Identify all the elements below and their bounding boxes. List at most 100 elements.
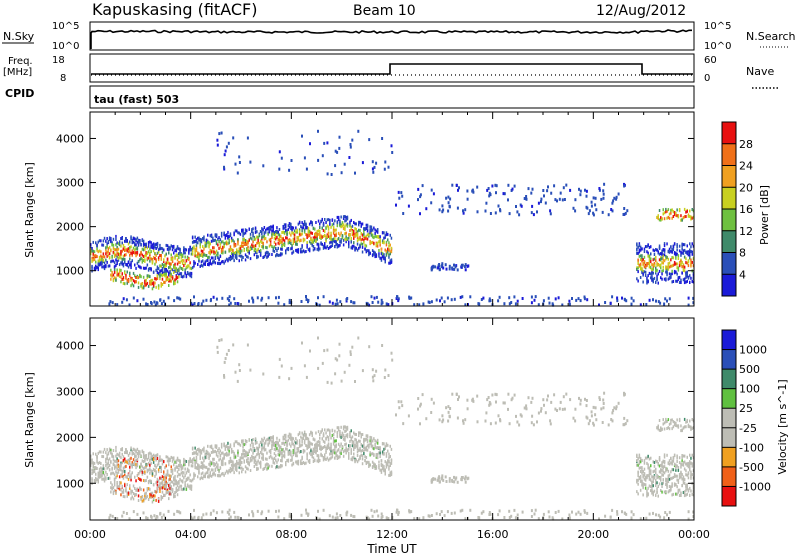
velocity-cell <box>150 479 152 483</box>
power-cell <box>137 238 140 242</box>
power-cell <box>227 236 229 240</box>
power-cell <box>287 224 290 228</box>
power-cell <box>136 240 139 244</box>
power-cell <box>371 233 374 237</box>
power-cell <box>334 149 337 153</box>
power-cell <box>330 245 332 248</box>
power-cell <box>199 239 201 243</box>
velocity-cell <box>390 461 393 465</box>
power-cell <box>590 204 593 208</box>
power-cell <box>380 252 383 256</box>
velocity-cell <box>170 455 172 459</box>
power-cell <box>508 212 511 216</box>
power-cell <box>283 231 286 234</box>
velocity-cell <box>307 445 310 449</box>
power-cell <box>121 260 123 264</box>
power-cell <box>331 238 334 242</box>
power-cell <box>574 209 577 213</box>
power-cell <box>183 259 185 263</box>
velocity-cell <box>116 460 118 463</box>
velocity-cell <box>181 474 184 478</box>
power-cell <box>134 263 136 267</box>
power-cell <box>259 239 262 243</box>
power-cell <box>116 248 118 252</box>
nsky-left-tick-top: 10^5 <box>52 21 79 32</box>
power-cell <box>165 278 167 282</box>
velocity-cell <box>288 442 291 446</box>
velocity-cell <box>269 454 272 458</box>
velocity-cell <box>369 435 371 439</box>
power-cell <box>681 244 683 248</box>
velocity-cell <box>189 460 191 464</box>
power-cell <box>120 275 122 279</box>
power-cell <box>683 207 686 211</box>
power-cell <box>369 231 371 235</box>
velocity-cell <box>229 443 232 447</box>
power-cell <box>291 251 293 255</box>
velocity-cell <box>387 459 389 463</box>
velocity-cell <box>663 465 666 469</box>
power-cell <box>656 261 658 265</box>
velocity-cell <box>125 460 127 464</box>
velocity-cell <box>93 478 96 482</box>
velocity-cell <box>658 456 661 459</box>
power-cell <box>200 249 203 253</box>
power-cell <box>189 248 191 252</box>
velocity-cell <box>300 435 302 439</box>
velocity-cell <box>254 455 257 459</box>
power-cell <box>189 271 191 275</box>
velocity-cell <box>358 431 360 435</box>
power-cell <box>345 238 347 242</box>
power-cell <box>307 300 309 304</box>
power-cell <box>677 215 680 219</box>
power-cell <box>659 301 662 305</box>
velocity-cell <box>117 470 120 474</box>
power-cell <box>219 262 222 266</box>
power-cell <box>268 230 271 234</box>
velocity-cell <box>267 443 269 447</box>
power-cell <box>376 244 379 248</box>
power-cell <box>269 226 272 230</box>
power-cell <box>508 302 511 306</box>
velocity-cell <box>117 485 120 489</box>
power-cell <box>112 273 115 277</box>
velocity-cell <box>286 444 288 447</box>
power-cell <box>281 231 283 234</box>
power-cell <box>268 244 271 248</box>
power-cell <box>476 185 479 189</box>
power-cell <box>656 216 658 219</box>
velocity-cell <box>370 440 373 444</box>
power-cell <box>653 264 656 268</box>
power-cell <box>302 237 305 241</box>
power-cell <box>181 258 184 262</box>
velocity-cell <box>295 454 297 457</box>
velocity-cell <box>111 486 113 490</box>
power-cell <box>249 232 252 236</box>
power-cell <box>277 232 279 236</box>
power-cell <box>335 232 337 236</box>
power-cell <box>301 232 303 236</box>
velocity-cell <box>142 479 145 482</box>
velocity-cell <box>97 480 99 484</box>
power-cell <box>639 248 642 252</box>
velocity-cell <box>671 468 673 472</box>
power-cell <box>155 301 158 305</box>
power-cell <box>378 240 380 244</box>
velocity-cell <box>636 478 638 482</box>
velocity-cell <box>275 444 277 447</box>
power-cell <box>361 233 364 237</box>
velocity-cell <box>223 456 225 460</box>
velocity-cell <box>387 449 389 453</box>
velocity-cell <box>152 458 155 462</box>
velocity-cell <box>193 474 195 478</box>
power-cell <box>242 241 244 245</box>
power-cell <box>218 236 220 240</box>
power-cell <box>642 272 644 276</box>
velocity-cell <box>126 450 128 454</box>
velocity-cell <box>383 452 385 456</box>
power-cell <box>655 266 657 270</box>
power-cell <box>548 301 551 305</box>
velocity-cell <box>247 457 249 461</box>
velocity-cell <box>322 445 325 449</box>
power-cell <box>348 233 350 237</box>
